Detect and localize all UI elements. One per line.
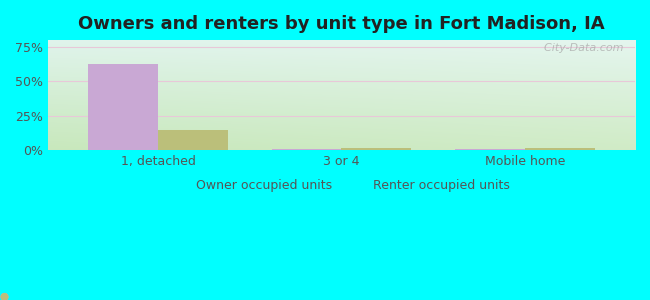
Bar [272,149,341,150]
Title: Owners and renters by unit type in Fort Madison, IA: Owners and renters by unit type in Fort … [78,15,604,33]
Text: City-Data.com: City-Data.com [537,44,623,53]
Bar [525,148,595,150]
Bar [455,149,525,150]
Bar [88,64,158,150]
Legend: Owner occupied units, Renter occupied units: Owner occupied units, Renter occupied un… [168,174,515,197]
Bar [341,148,411,150]
Bar [158,130,227,150]
